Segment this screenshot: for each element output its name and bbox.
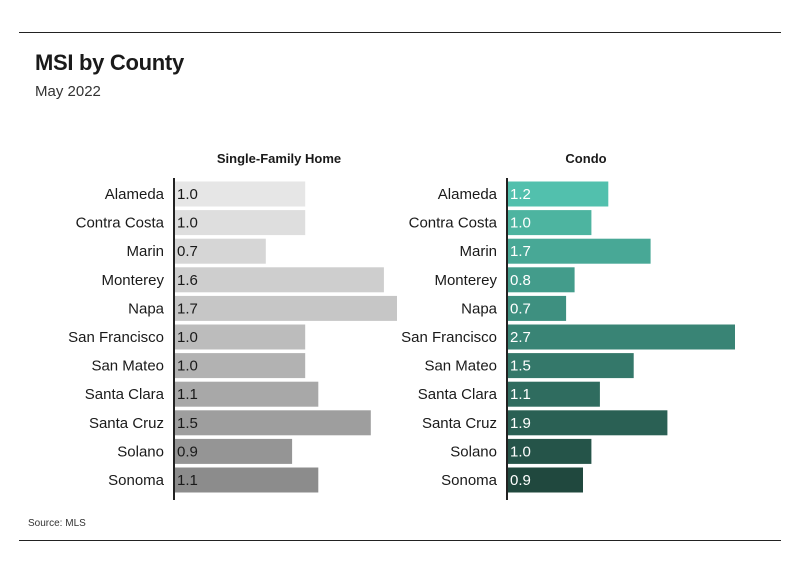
single-family-value-label: 1.6 (177, 272, 198, 289)
condo-bar (507, 353, 634, 379)
condo-category-label: Solano (450, 443, 497, 460)
single-family-bar (174, 467, 319, 493)
condo-bar (507, 467, 583, 493)
top-rule (19, 32, 781, 33)
condo-value-label: 0.9 (510, 472, 531, 489)
chart-title: MSI by County (35, 50, 184, 75)
single-family-value-label: 1.7 (177, 300, 198, 317)
condo-bar (507, 210, 592, 236)
source-note: Source: MLS (28, 518, 86, 529)
condo-value-label: 1.2 (510, 186, 531, 203)
condo-value-label: 1.9 (510, 415, 531, 432)
single-family-category-label: Santa Cruz (89, 415, 164, 432)
chart-subtitle: May 2022 (35, 83, 101, 100)
condo-category-label: Napa (461, 300, 498, 317)
condo-bar (507, 238, 651, 264)
condo-value-label: 1.0 (510, 215, 531, 232)
condo-value-label: 1.7 (510, 243, 531, 260)
single-family-panel-title: Single-Family Home (217, 151, 341, 166)
condo-value-label: 0.8 (510, 272, 531, 289)
condo-bar (507, 324, 735, 350)
single-family-bar (174, 381, 319, 407)
single-family-category-label: Santa Clara (85, 386, 165, 403)
condo-category-label: San Francisco (401, 329, 497, 346)
single-family-panel: Single-Family Home Alameda 1.0 Contra Costa… (68, 151, 397, 500)
single-family-value-label: 1.1 (177, 386, 198, 403)
single-family-category-label: Napa (128, 300, 165, 317)
condo-value-label: 0.7 (510, 300, 531, 317)
condo-category-label: San Mateo (424, 358, 497, 375)
condo-category-label: Contra Costa (409, 215, 498, 232)
single-family-bar (174, 267, 384, 293)
condo-category-label: Santa Clara (418, 386, 498, 403)
condo-category-label: Sonoma (441, 472, 498, 489)
single-family-category-label: Monterey (101, 272, 164, 289)
single-family-bar (174, 295, 397, 321)
single-family-value-label: 1.5 (177, 415, 198, 432)
condo-bar (507, 438, 592, 464)
condo-category-label: Monterey (434, 272, 497, 289)
condo-value-label: 1.0 (510, 443, 531, 460)
condo-bar (507, 181, 609, 207)
condo-category-label: Marin (459, 243, 497, 260)
single-family-category-label: Alameda (105, 186, 165, 203)
single-family-category-label: Sonoma (108, 472, 165, 489)
condo-bar (507, 295, 567, 321)
single-family-bar (174, 410, 371, 436)
single-family-bar (174, 210, 306, 236)
single-family-bar (174, 353, 306, 379)
condo-category-label: Alameda (438, 186, 498, 203)
condo-bar (507, 267, 575, 293)
condo-panel: Condo Alameda 1.2 Contra Costa 1.0 Marin 1.7 Mo… (401, 151, 735, 500)
single-family-value-label: 1.0 (177, 358, 198, 375)
single-family-value-label: 1.1 (177, 472, 198, 489)
single-family-category-label: Solano (117, 443, 164, 460)
single-family-value-label: 0.9 (177, 443, 198, 460)
condo-bar (507, 410, 668, 436)
single-family-category-label: Marin (126, 243, 164, 260)
condo-value-label: 2.7 (510, 329, 531, 346)
bottom-rule (19, 540, 781, 541)
single-family-bar (174, 438, 293, 464)
condo-category-label: Santa Cruz (422, 415, 497, 432)
single-family-value-label: 1.0 (177, 186, 198, 203)
condo-value-label: 1.1 (510, 386, 531, 403)
single-family-bar (174, 238, 266, 264)
condo-value-label: 1.5 (510, 358, 531, 375)
single-family-bar (174, 324, 306, 350)
single-family-bar (174, 181, 306, 207)
single-family-value-label: 1.0 (177, 329, 198, 346)
single-family-category-label: San Francisco (68, 329, 164, 346)
single-family-value-label: 1.0 (177, 215, 198, 232)
condo-panel-title: Condo (565, 151, 606, 166)
single-family-value-label: 0.7 (177, 243, 198, 260)
single-family-category-label: Contra Costa (76, 215, 165, 232)
condo-bar (507, 381, 600, 407)
single-family-category-label: San Mateo (91, 358, 164, 375)
